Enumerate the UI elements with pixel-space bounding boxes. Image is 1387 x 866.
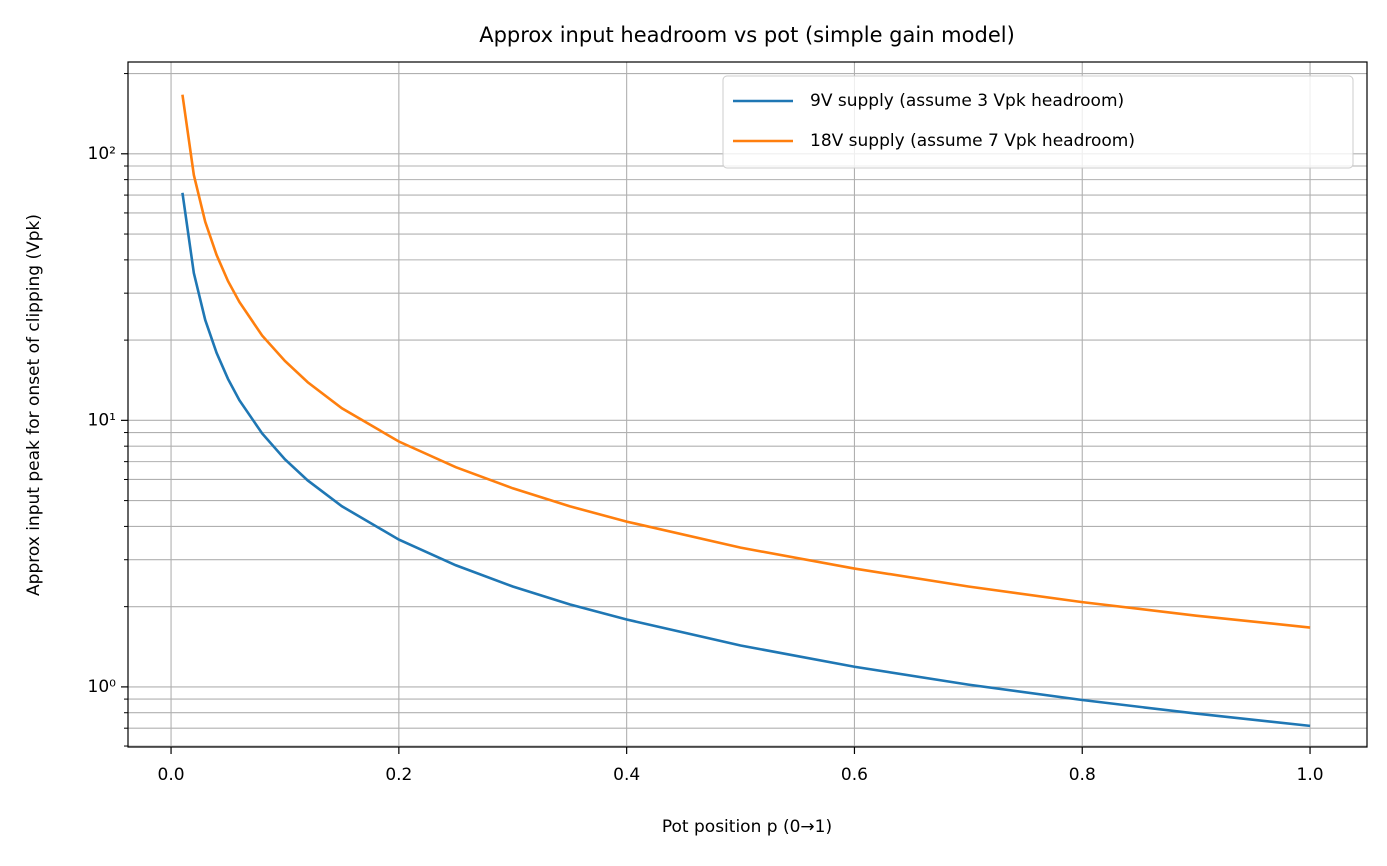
x-tick-label: 0.4 [613,765,640,785]
plot-frame [127,61,1368,748]
y-tick-label: 10¹ [88,410,116,430]
legend-box [722,75,1354,169]
series-line [181,94,1311,629]
legend-label: 9V supply (assume 3 Vpk headroom) [810,91,1124,111]
x-tick-label: 0.2 [385,765,412,785]
legend-label: 18V supply (assume 7 Vpk headroom) [810,131,1135,151]
y-tick-label: 10² [88,144,116,164]
x-tick-label: 0.8 [1069,765,1096,785]
x-tick-label: 0.0 [158,765,185,785]
x-tick-label: 1.0 [1297,765,1324,785]
y-tick-label: 10⁰ [88,677,117,697]
series-line [181,192,1311,728]
x-axis-label: Pot position p (0→1) [662,817,832,837]
x-tick-label: 0.6 [841,765,868,785]
chart-title: Approx input headroom vs pot (simple gai… [479,23,1015,47]
y-axis-label: Approx input peak for onset of clipping … [24,214,44,596]
